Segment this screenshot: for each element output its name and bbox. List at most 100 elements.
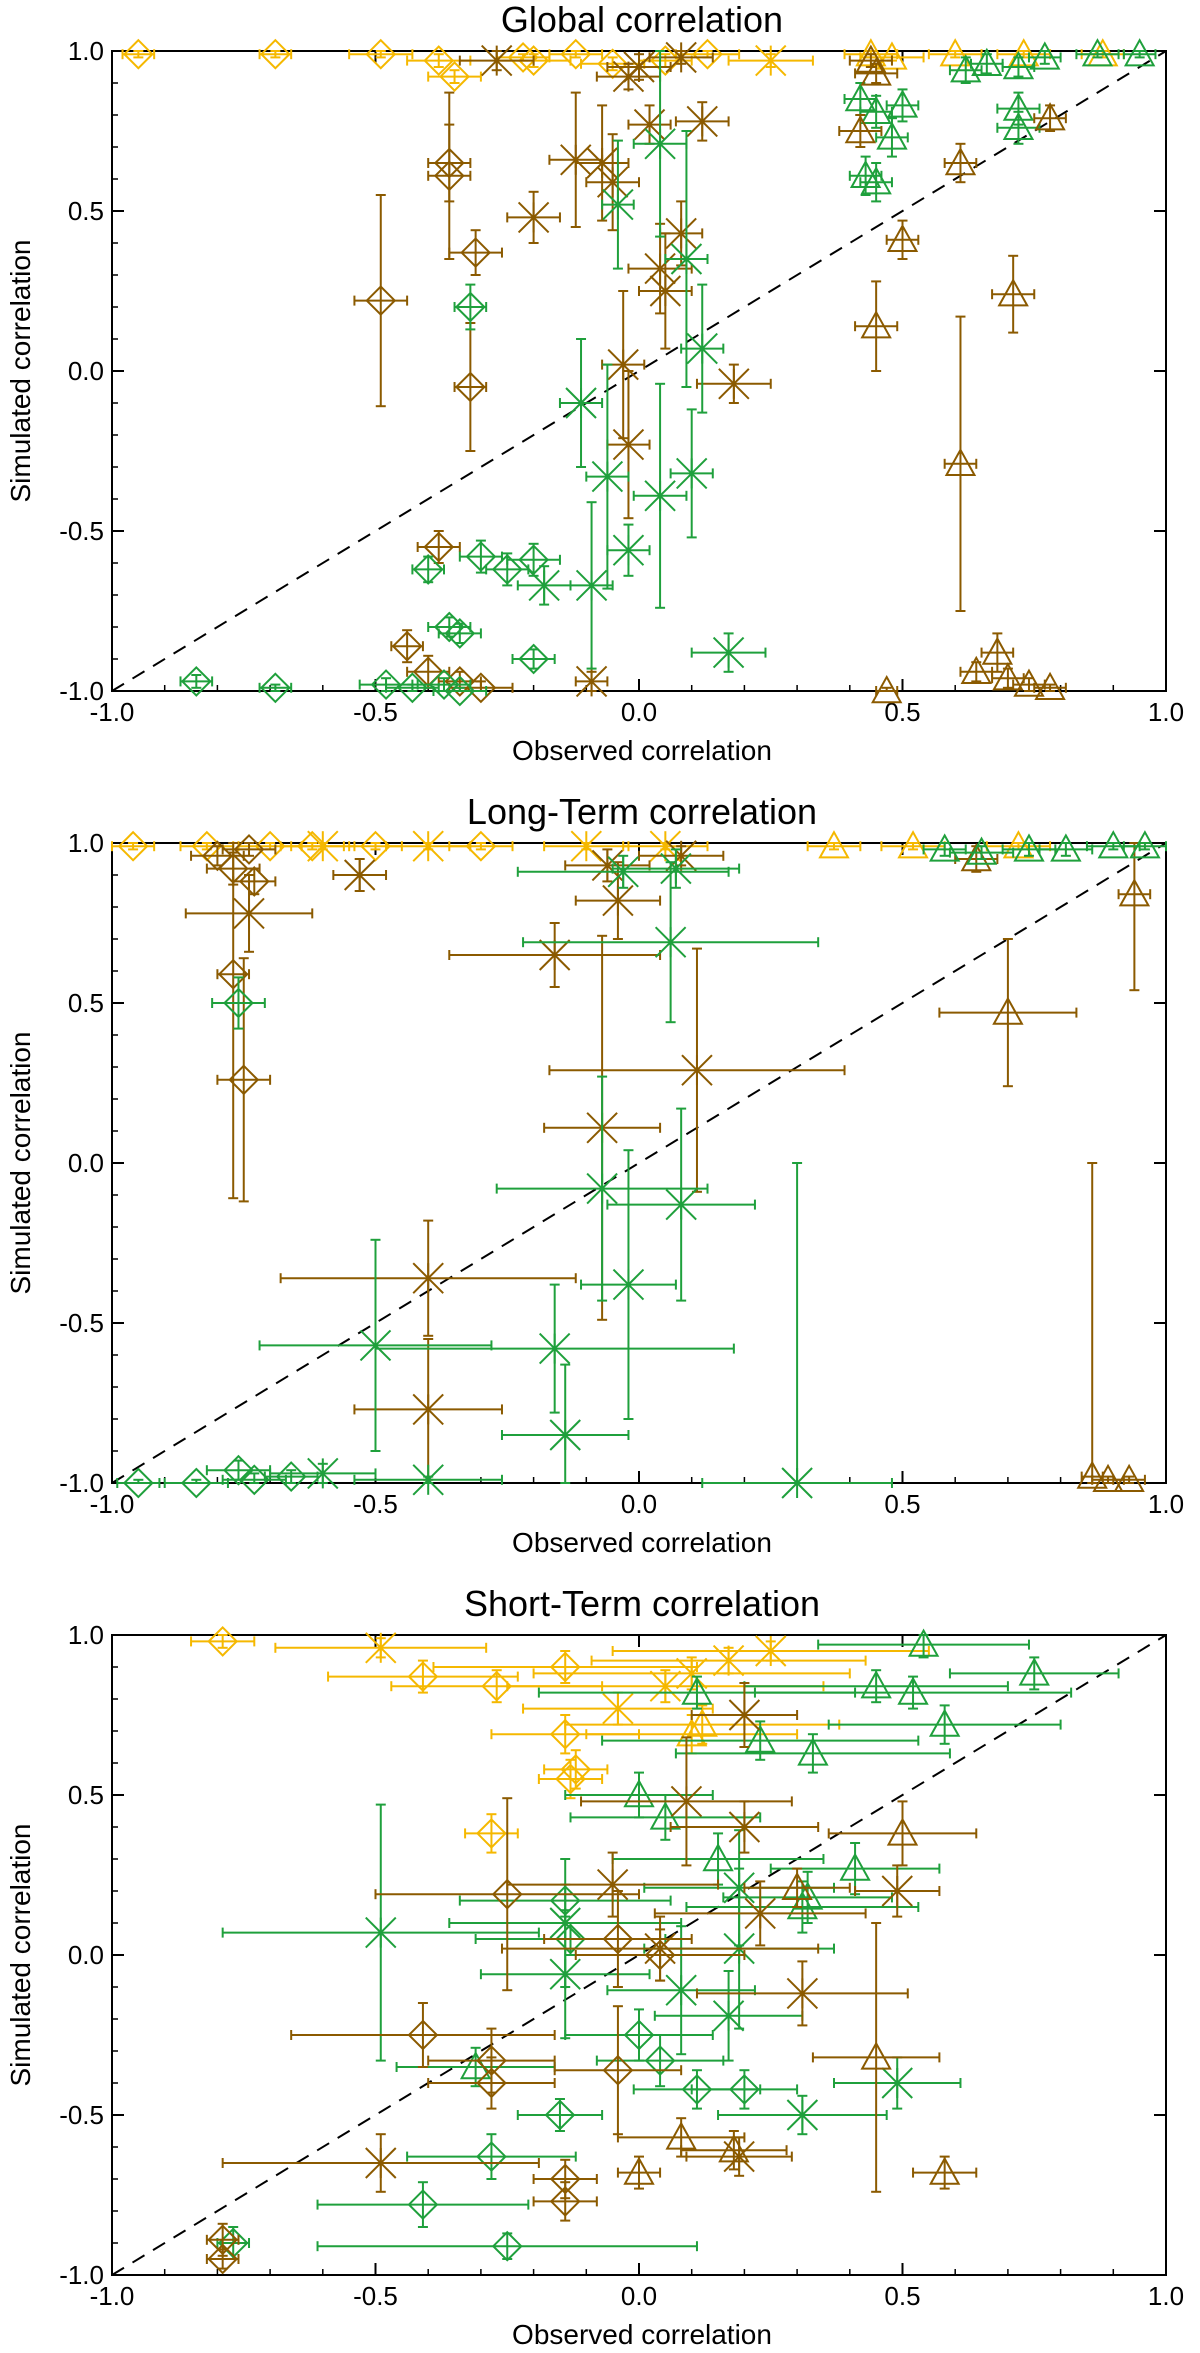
data-point-cross xyxy=(690,1682,799,1748)
triangle-marker xyxy=(860,95,892,124)
diamond-marker xyxy=(602,2054,634,2086)
diamond-marker xyxy=(439,61,470,93)
plot-content: -1.0-1.0 -0.5 -0.5 0.0 0.0 0.5 0.5 1.0 1.0 xyxy=(59,1620,1184,2311)
triangle-marker xyxy=(1002,50,1035,80)
diamond-marker xyxy=(465,830,497,862)
triangle-marker xyxy=(623,2156,655,2185)
x-tick-label: -1.0 xyxy=(90,697,135,727)
y-tick-label: -0.5 xyxy=(59,2100,104,2130)
data-point-cross xyxy=(685,2136,793,2177)
diamond-marker xyxy=(623,2019,655,2051)
data-point-triangle xyxy=(1075,38,1120,67)
diamond-marker xyxy=(217,2227,249,2259)
data-point-diamond xyxy=(553,2005,683,2136)
data-point-diamond xyxy=(390,629,424,664)
chart-title: Short-Term correlation xyxy=(464,1583,820,1624)
diamond-marker xyxy=(692,38,723,70)
y-tick-label: 1.0 xyxy=(68,828,104,858)
diamond-marker xyxy=(407,2189,439,2221)
triangle-marker xyxy=(623,1778,655,1808)
diamond-marker xyxy=(454,371,486,403)
triangle-marker xyxy=(1013,833,1045,862)
data-point-triangle xyxy=(948,1656,1120,1691)
data-point-diamond xyxy=(316,2230,698,2262)
data-point-triangle xyxy=(1033,671,1067,700)
y-tick-label: 0.0 xyxy=(68,356,104,386)
data-point-triangle xyxy=(564,1704,841,1745)
diamond-marker xyxy=(507,41,539,73)
data-point-cross xyxy=(221,2133,540,2193)
triangle-marker xyxy=(886,1817,919,1846)
data-point-triangle xyxy=(1112,1463,1146,1492)
data-point-triangle xyxy=(616,2117,746,2158)
data-point-triangle xyxy=(1122,38,1157,67)
data-point-triangle xyxy=(959,655,994,684)
data-point-diamond xyxy=(437,617,482,649)
triangle-marker xyxy=(1081,38,1114,67)
diamond-marker xyxy=(649,45,681,77)
data-point-diamond xyxy=(221,833,277,865)
diamond-marker xyxy=(560,1753,592,1785)
identity-line xyxy=(111,50,1167,692)
diamond-marker xyxy=(233,833,265,865)
diamond-marker xyxy=(476,2067,507,2099)
chart-title: Global correlation xyxy=(501,0,783,40)
data-point-triangle xyxy=(1080,38,1125,67)
diamond-marker xyxy=(555,1763,586,1795)
y-tick-label: 1.0 xyxy=(68,36,104,66)
panel-global: Global correlation -1.0-1.0 -0.5 -0.5 0.0 0.… xyxy=(5,0,1184,766)
data-point-diamond xyxy=(111,830,156,862)
data-point-diamond xyxy=(464,1813,519,1854)
y-axis-label: Simulated correlation xyxy=(5,1031,36,1294)
triangle-marker xyxy=(897,1676,929,1705)
data-point-cross xyxy=(522,1691,714,1726)
diamond-marker xyxy=(549,1651,581,1683)
data-point-cross xyxy=(385,830,472,862)
diamond-marker xyxy=(412,656,444,688)
data-point-triangle xyxy=(854,57,899,86)
data-point-cross xyxy=(595,60,662,93)
data-point-cross xyxy=(695,1960,909,2027)
data-point-cross xyxy=(695,363,772,404)
diamond-marker xyxy=(423,531,455,563)
data-point-triangle xyxy=(1027,41,1062,70)
diamond-marker xyxy=(549,2185,581,2217)
data-point-diamond xyxy=(574,1928,746,1982)
data-point-triangle xyxy=(943,315,978,612)
data-point-diamond xyxy=(548,38,604,70)
triangle-marker xyxy=(860,2041,892,2070)
data-point-diamond xyxy=(448,229,503,276)
data-point-triangle xyxy=(927,38,983,67)
triangle-marker xyxy=(1050,833,1082,862)
triangle-marker xyxy=(1034,671,1066,700)
data-point-cross xyxy=(680,283,725,414)
diamond-marker xyxy=(544,2099,576,2131)
data-point-cross xyxy=(580,1149,677,1420)
data-point-cross xyxy=(580,1736,793,1867)
diamond-marker xyxy=(644,2045,676,2077)
data-point-diamond xyxy=(511,643,556,675)
diamond-marker xyxy=(560,38,592,70)
data-point-diamond xyxy=(116,1467,161,1499)
diamond-marker xyxy=(201,840,233,872)
x-tick-label: 0.5 xyxy=(884,1489,920,1519)
diamond-marker xyxy=(412,553,444,585)
y-tick-label: -0.5 xyxy=(59,1308,104,1338)
diamond-marker xyxy=(238,1464,270,1496)
triangle-marker xyxy=(928,2156,961,2185)
data-point-diamond xyxy=(432,675,488,707)
triangle-marker xyxy=(1118,878,1151,907)
panel-short-term: Short-Term correlation -1.0-1.0 -0.5 -0.5 0… xyxy=(5,1583,1184,2350)
data-point-triangle xyxy=(1038,833,1094,862)
triangle-marker xyxy=(818,830,850,859)
data-point-triangle xyxy=(537,1675,857,1710)
triangle-marker xyxy=(960,655,992,684)
data-point-diamond xyxy=(316,2181,530,2228)
diamond-marker xyxy=(433,160,465,192)
data-point-cross xyxy=(548,947,846,1193)
triangle-marker xyxy=(897,830,929,859)
diamond-marker xyxy=(428,669,460,701)
data-point-cross xyxy=(353,1338,503,1481)
data-point-diamond xyxy=(427,2056,556,2110)
data-point-cross xyxy=(548,91,604,228)
